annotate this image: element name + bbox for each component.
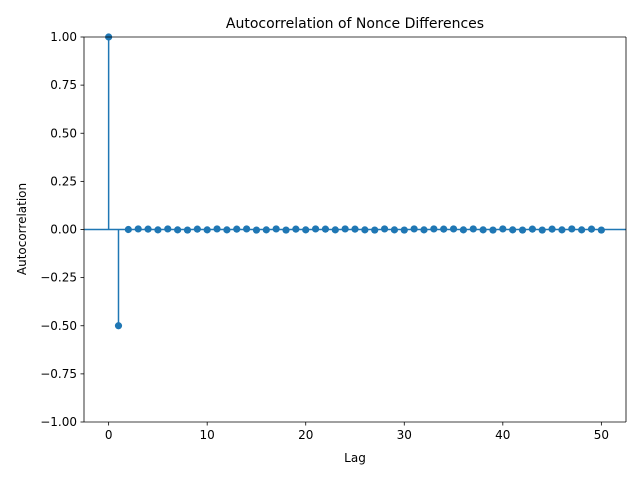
stem-marker: [420, 226, 428, 234]
stem-marker: [164, 225, 172, 233]
stem-marker: [174, 226, 182, 234]
stem-marker: [321, 225, 330, 233]
stem-marker: [233, 225, 241, 233]
stem-marker: [311, 225, 320, 233]
y-tick-label: −0.50: [40, 319, 77, 333]
stem-marker: [380, 225, 389, 233]
y-tick-label: 1.00: [50, 30, 77, 44]
stem-marker: [252, 226, 261, 234]
stem-marker: [331, 226, 339, 234]
y-tick-label: 0.25: [50, 174, 77, 188]
stem-marker: [351, 225, 359, 233]
stem-marker: [124, 225, 132, 234]
y-tick-label: −0.75: [40, 367, 77, 381]
y-axis-label: Autocorrelation: [15, 183, 29, 275]
stem-marker: [489, 226, 497, 234]
y-tick-label: −1.00: [40, 415, 77, 429]
stem-marker: [578, 226, 586, 234]
y-tick-label: 0.50: [50, 126, 77, 140]
stem-marker: [568, 225, 576, 233]
stem-marker: [193, 225, 201, 233]
x-tick-label: 10: [200, 428, 215, 442]
y-tick-label: 0.00: [50, 223, 77, 237]
stem-marker: [538, 226, 546, 234]
stem-marker: [341, 225, 349, 233]
x-tick-label: 50: [594, 428, 609, 442]
stem-marker: [223, 226, 231, 234]
stem-marker: [282, 226, 290, 234]
stem-marker: [134, 225, 142, 233]
stem-marker: [469, 225, 477, 233]
stem-marker: [558, 226, 566, 234]
stem-marker: [499, 225, 507, 233]
x-tick-label: 40: [495, 428, 510, 442]
y-tick-label: −0.25: [40, 271, 77, 285]
y-tick-label: 0.75: [50, 78, 77, 92]
chart-title: Autocorrelation of Nonce Differences: [226, 16, 484, 32]
stem-marker: [154, 226, 162, 234]
stem-marker: [449, 225, 458, 233]
x-axis-label: Lag: [344, 451, 366, 465]
stem-marker: [518, 226, 527, 234]
axes: 0 10 20 30 40 50 −1.00 −0.75 −0.50 −0.25 0.00 0.25 0…: [40, 30, 627, 442]
x-tick-label: 20: [298, 428, 313, 442]
stem-marker: [272, 225, 280, 233]
stem-marker: [528, 225, 536, 233]
stem-marker: [479, 226, 487, 234]
stem-marker: [597, 226, 605, 234]
stem-marker: [440, 225, 448, 233]
stem-marker: [371, 226, 379, 234]
stem-marker: [430, 225, 438, 233]
x-tick-label: 0: [105, 428, 113, 442]
stem-marker: [459, 226, 467, 234]
stem-marker: [302, 226, 310, 234]
stem-marker: [548, 225, 556, 233]
stem-marker: [587, 225, 596, 233]
stem-marker: [114, 322, 123, 330]
stem-marker: [410, 225, 418, 233]
stem-marker: [292, 225, 300, 233]
stem-marker: [144, 225, 152, 233]
stem-marker: [390, 226, 399, 234]
plot-marks: [84, 33, 626, 330]
stem-marker: [243, 225, 251, 233]
stem-marker: [400, 226, 408, 234]
x-tick-label: 30: [397, 428, 412, 442]
stem-marker: [262, 226, 270, 234]
stem-marker: [509, 226, 517, 234]
stem-marker: [183, 226, 192, 234]
stem-marker: [213, 225, 221, 233]
stem-marker: [361, 226, 369, 234]
stem-marker: [203, 226, 211, 234]
